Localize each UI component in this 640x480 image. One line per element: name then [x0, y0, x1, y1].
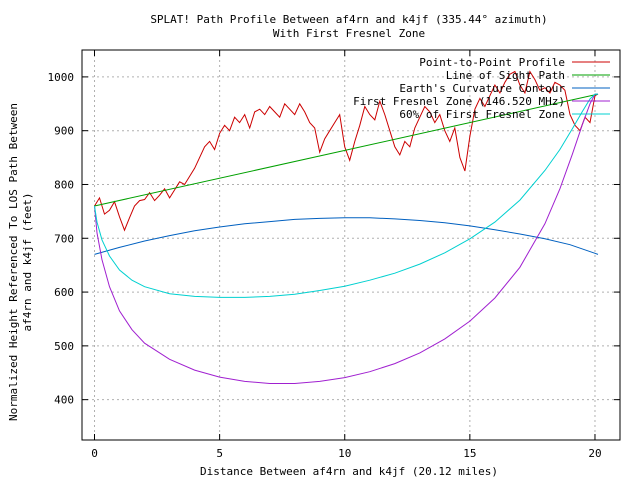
y-axis-label-line2: af4rn and k4jf (feet): [21, 192, 34, 331]
series-line-60-of-first-fresnel-zone: [94, 93, 598, 298]
x-axis-label: Distance Between af4rn and k4jf (20.12 m…: [200, 465, 498, 478]
legend-label: Point-to-Point Profile: [419, 56, 565, 69]
grid: [82, 50, 620, 440]
x-tick-label: 20: [588, 447, 601, 460]
series-line-point-to-point-profile: [94, 70, 599, 232]
series-line-earth-s-curvature-contour: [94, 217, 599, 255]
series-line-first-fresnel-zone-146-520-mhz: [94, 93, 598, 384]
legend-label: Line of Sight Path: [446, 69, 565, 82]
chart-subtitle: With First Fresnel Zone: [273, 27, 425, 40]
y-axis-label-line1: Normalized Height Referenced To LOS Path…: [7, 103, 20, 421]
x-tick-label: 10: [338, 447, 351, 460]
x-tick-label: 5: [216, 447, 223, 460]
x-tick-label: 0: [91, 447, 98, 460]
plot-frame: [81, 49, 621, 441]
y-tick-label: 900: [54, 125, 74, 138]
series-line-line-of-sight-path: [94, 93, 599, 207]
chart-title: SPLAT! Path Profile Between af4rn and k4…: [150, 13, 547, 26]
y-tick-label: 600: [54, 286, 74, 299]
x-tick-label: 15: [463, 447, 476, 460]
y-tick-label: 700: [54, 232, 74, 245]
y-tick-label: 500: [54, 340, 74, 353]
legend-label: Earth's Curvature Contour: [399, 82, 565, 95]
series-group: [94, 70, 599, 384]
legend-label: First Fresnel Zone (146.520 MHz): [353, 95, 565, 108]
axis-ticks: 0 5 10 15 20 400 500 600 700 800 900 1000: [48, 50, 620, 460]
y-tick-label: 800: [54, 178, 74, 191]
legend-label: 60% of First Fresnel Zone: [399, 108, 565, 121]
y-tick-label: 400: [54, 394, 74, 407]
y-tick-label: 1000: [48, 71, 75, 84]
